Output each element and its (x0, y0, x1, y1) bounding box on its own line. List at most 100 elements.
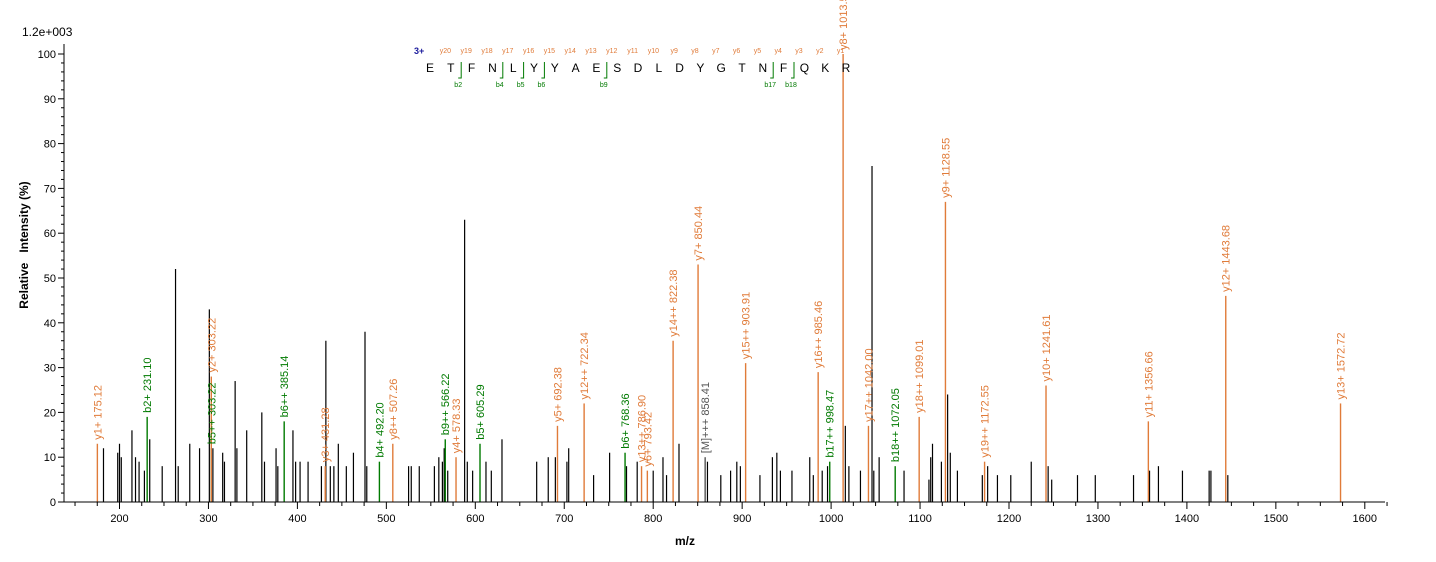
y-ion-marker: y14 (565, 48, 576, 55)
b-ion-marker: b18 (785, 82, 797, 89)
y-ion-marker: y16 (523, 48, 534, 55)
y-ion-marker: y19 (461, 48, 472, 55)
sequence-residue: Y (530, 61, 538, 75)
x-tick-label: 1300 (1086, 513, 1110, 525)
y-ion-marker: y10 (648, 48, 659, 55)
peak-label: y5+ 692.38 (552, 367, 564, 422)
b-ion-bracket (458, 62, 462, 79)
y-tick-label: 60 (44, 228, 56, 240)
x-axis-ticks: 200 300 400 500 600 700 800 900 1000 1100 1200 1300… (74, 502, 1388, 525)
b-ion-marker: b6 (538, 82, 546, 89)
y-tick-label: 40 (44, 318, 56, 330)
peak-label: [M]+++ 858.41 (700, 382, 712, 453)
y-ion-marker: y8 (691, 48, 699, 55)
y-axis-title: Relative Intensity (%) (17, 181, 31, 308)
peak-label: y16++ 985.46 (813, 301, 825, 368)
x-tick-label: 300 (199, 513, 217, 525)
y-ion-marker: y6 (733, 48, 741, 55)
y-ion-marker: y5 (754, 48, 762, 55)
sequence-residue: R (842, 61, 851, 75)
y-tick-label: 30 (44, 363, 56, 375)
sequence-residue: N (488, 61, 497, 75)
x-tick-label: 1200 (997, 513, 1021, 525)
sequence-residue: S (613, 61, 621, 75)
sequence-residue: D (675, 61, 684, 75)
peak-label: b6+ 768.36 (620, 393, 632, 448)
sequence-residue: F (468, 61, 475, 75)
peak-label: y6+ 793.42 (642, 412, 654, 467)
x-tick-label: 900 (733, 513, 751, 525)
peak-label: b18++ 1072.05 (890, 388, 902, 462)
x-tick-label: 1000 (819, 513, 843, 525)
peak-label: y1+ 175.12 (92, 385, 104, 440)
peak-label: y13+ 1572.72 (1336, 332, 1348, 399)
peak-label: b5+ 605.29 (475, 384, 487, 439)
y-ion-marker: y15 (544, 48, 555, 55)
peak-label: b2+ 231.10 (142, 358, 154, 413)
y-ion-marker: y1 (837, 48, 845, 55)
peak-label: y3+ 431.28 (320, 407, 332, 462)
intensity-scale-label: 1.2e+003 (22, 25, 73, 39)
x-tick-label: 400 (288, 513, 306, 525)
y-ion-marker: y17 (502, 48, 513, 55)
peak-labels: y1+ 175.12 b2+ 231.10 b5++ 303.22 y2+ 303.2… (92, 0, 1347, 467)
peak-label: y12++ 722.34 (579, 332, 591, 399)
sequence-residue: A (572, 61, 580, 75)
sequence-residue: Q (800, 61, 809, 75)
y-tick-label: 70 (44, 183, 56, 195)
b-ion-marker: b2 (454, 82, 462, 89)
y-ion-marker: y20 (440, 48, 451, 55)
x-tick-label: 700 (555, 513, 573, 525)
y-tick-label: 10 (44, 452, 56, 464)
y-ion-marker: y11 (627, 48, 638, 55)
peak-label: b17++ 998.47 (825, 390, 837, 458)
peak-label: b4+ 492.20 (374, 402, 386, 457)
peak-label: y17++ 1042.00 (863, 348, 875, 421)
peak-label: b5++ 303.22 (206, 382, 218, 444)
b-ion-bracket (499, 62, 504, 79)
b-ion-bracket (770, 62, 774, 79)
b-ion-marker: b5 (517, 82, 525, 89)
y-ion-marker: y3 (795, 48, 803, 55)
sequence-residue: T (447, 61, 455, 75)
peak-label: y10+ 1241.61 (1041, 315, 1053, 382)
x-tick-label: 200 (110, 513, 128, 525)
x-tick-label: 600 (466, 513, 484, 525)
x-tick-label: 500 (377, 513, 395, 525)
peak-label: y11+ 1356.66 (1143, 351, 1155, 417)
sequence-residue: L (655, 61, 662, 75)
x-tick-label: 1100 (908, 513, 932, 525)
peak-label: y18++ 1099.01 (914, 339, 926, 412)
sequence-residue: E (592, 61, 600, 75)
y-ion-marker: y9 (670, 48, 678, 55)
sequence-residue: Y (551, 61, 559, 75)
y-tick-label: 0 (50, 497, 56, 509)
y-tick-label: 20 (44, 407, 56, 419)
y-tick-label: 90 (44, 94, 56, 106)
charge-state-label: 3+ (414, 46, 424, 56)
y-ion-marker: y18 (481, 48, 492, 55)
sequence-residue: K (821, 61, 829, 75)
y-tick-label: 100 (38, 49, 56, 61)
peak-label: y2+ 303.22 (206, 318, 218, 373)
peak-label: y14++ 822.38 (668, 269, 680, 336)
x-tick-label: 1500 (1264, 513, 1288, 525)
y-ion-marker: y7 (712, 48, 720, 55)
peak-label: y4+ 578.33 (451, 398, 463, 453)
sequence-residue: Y (696, 61, 704, 75)
y-ion-marker: y12 (606, 48, 617, 55)
x-tick-label: 1400 (1175, 513, 1199, 525)
peak-lines (96, 54, 1342, 502)
x-axis-title: m/z (675, 534, 695, 548)
b-ion-marker: b4 (496, 82, 504, 89)
b-ion-bracket (520, 62, 525, 79)
y-ion-marker: y2 (816, 48, 824, 55)
x-tick-label: 800 (644, 513, 662, 525)
sequence-residue: D (634, 61, 643, 75)
sequence-residue: T (738, 61, 746, 75)
b-ion-marker: b17 (764, 82, 776, 89)
b-ion-marker: b9 (600, 82, 608, 89)
sequence-residue: G (717, 61, 726, 75)
